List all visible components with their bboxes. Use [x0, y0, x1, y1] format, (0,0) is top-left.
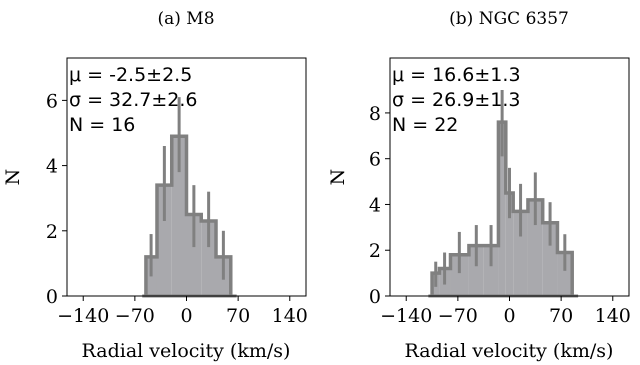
- panel-a-count: N = 16: [69, 114, 135, 136]
- panel-b-xlabel: Radial velocity (km/s): [405, 340, 614, 362]
- y-tick-label: 0: [46, 286, 58, 308]
- histogram-bar: [450, 254, 469, 296]
- panel-b-title: (b) NGC 6357: [449, 9, 569, 29]
- y-tick-label: 6: [46, 90, 58, 112]
- histogram-bar: [557, 252, 573, 296]
- panel-a-ylabel: N: [2, 169, 24, 186]
- x-tick-label: −140: [380, 305, 432, 327]
- histogram-bar: [527, 199, 543, 296]
- panel-b-ylabel: N: [327, 169, 349, 186]
- y-tick-label: 4: [369, 194, 381, 216]
- panel-b-axes: −140 −70 0 70 140 0 2 4 6 8: [369, 103, 631, 327]
- y-tick-label: 0: [369, 286, 381, 308]
- x-tick-label: 70: [549, 305, 573, 327]
- y-tick-label: 8: [369, 103, 381, 125]
- histogram-bar: [201, 221, 217, 296]
- histogram-bar: [483, 245, 499, 296]
- panel-b: (b) NGC 6357 μ = 16.6±1.3 σ = 26.9±1.3 N…: [327, 9, 631, 362]
- histogram-bar: [542, 222, 558, 296]
- panel-a-xlabel: Radial velocity (km/s): [82, 340, 291, 362]
- panel-b-count: N = 22: [392, 114, 458, 136]
- x-tick-label: 140: [595, 305, 631, 327]
- histogram-bar: [156, 185, 172, 296]
- x-tick-label: 0: [503, 305, 515, 327]
- x-tick-label: −70: [115, 305, 155, 327]
- panel-b-mu: μ = 16.6±1.3: [392, 64, 521, 86]
- panel-b-sigma: σ = 26.9±1.3: [392, 89, 520, 111]
- x-tick-label: −70: [438, 305, 478, 327]
- panel-a-mu: μ = -2.5±2.5: [69, 64, 192, 86]
- histogram-outline: [430, 120, 574, 296]
- x-tick-label: −140: [57, 305, 109, 327]
- histogram-outline: [144, 134, 233, 296]
- histogram-bar: [498, 122, 506, 296]
- panel-a: (a) M8 μ = -2.5±2.5 σ = 32.7±2.6 N = 16 …: [2, 9, 308, 362]
- x-tick-label: 70: [226, 305, 250, 327]
- y-tick-label: 6: [369, 149, 381, 171]
- x-tick-label: 0: [180, 305, 192, 327]
- panel-a-sigma: σ = 32.7±2.6: [69, 89, 197, 111]
- y-tick-label: 2: [369, 240, 381, 262]
- histogram-bar: [468, 245, 484, 296]
- panel-a-plot: [142, 97, 237, 298]
- histogram-bar: [513, 211, 528, 296]
- y-tick-label: 4: [46, 156, 58, 178]
- histogram-bar: [505, 193, 514, 296]
- histogram-bar: [186, 214, 202, 296]
- panel-a-axes: −140 −70 0 70 140 0 2 4 6: [46, 90, 308, 327]
- y-tick-label: 2: [46, 221, 58, 243]
- panel-a-title: (a) M8: [157, 9, 214, 29]
- histogram-bar: [171, 136, 187, 296]
- x-tick-label: 140: [272, 305, 308, 327]
